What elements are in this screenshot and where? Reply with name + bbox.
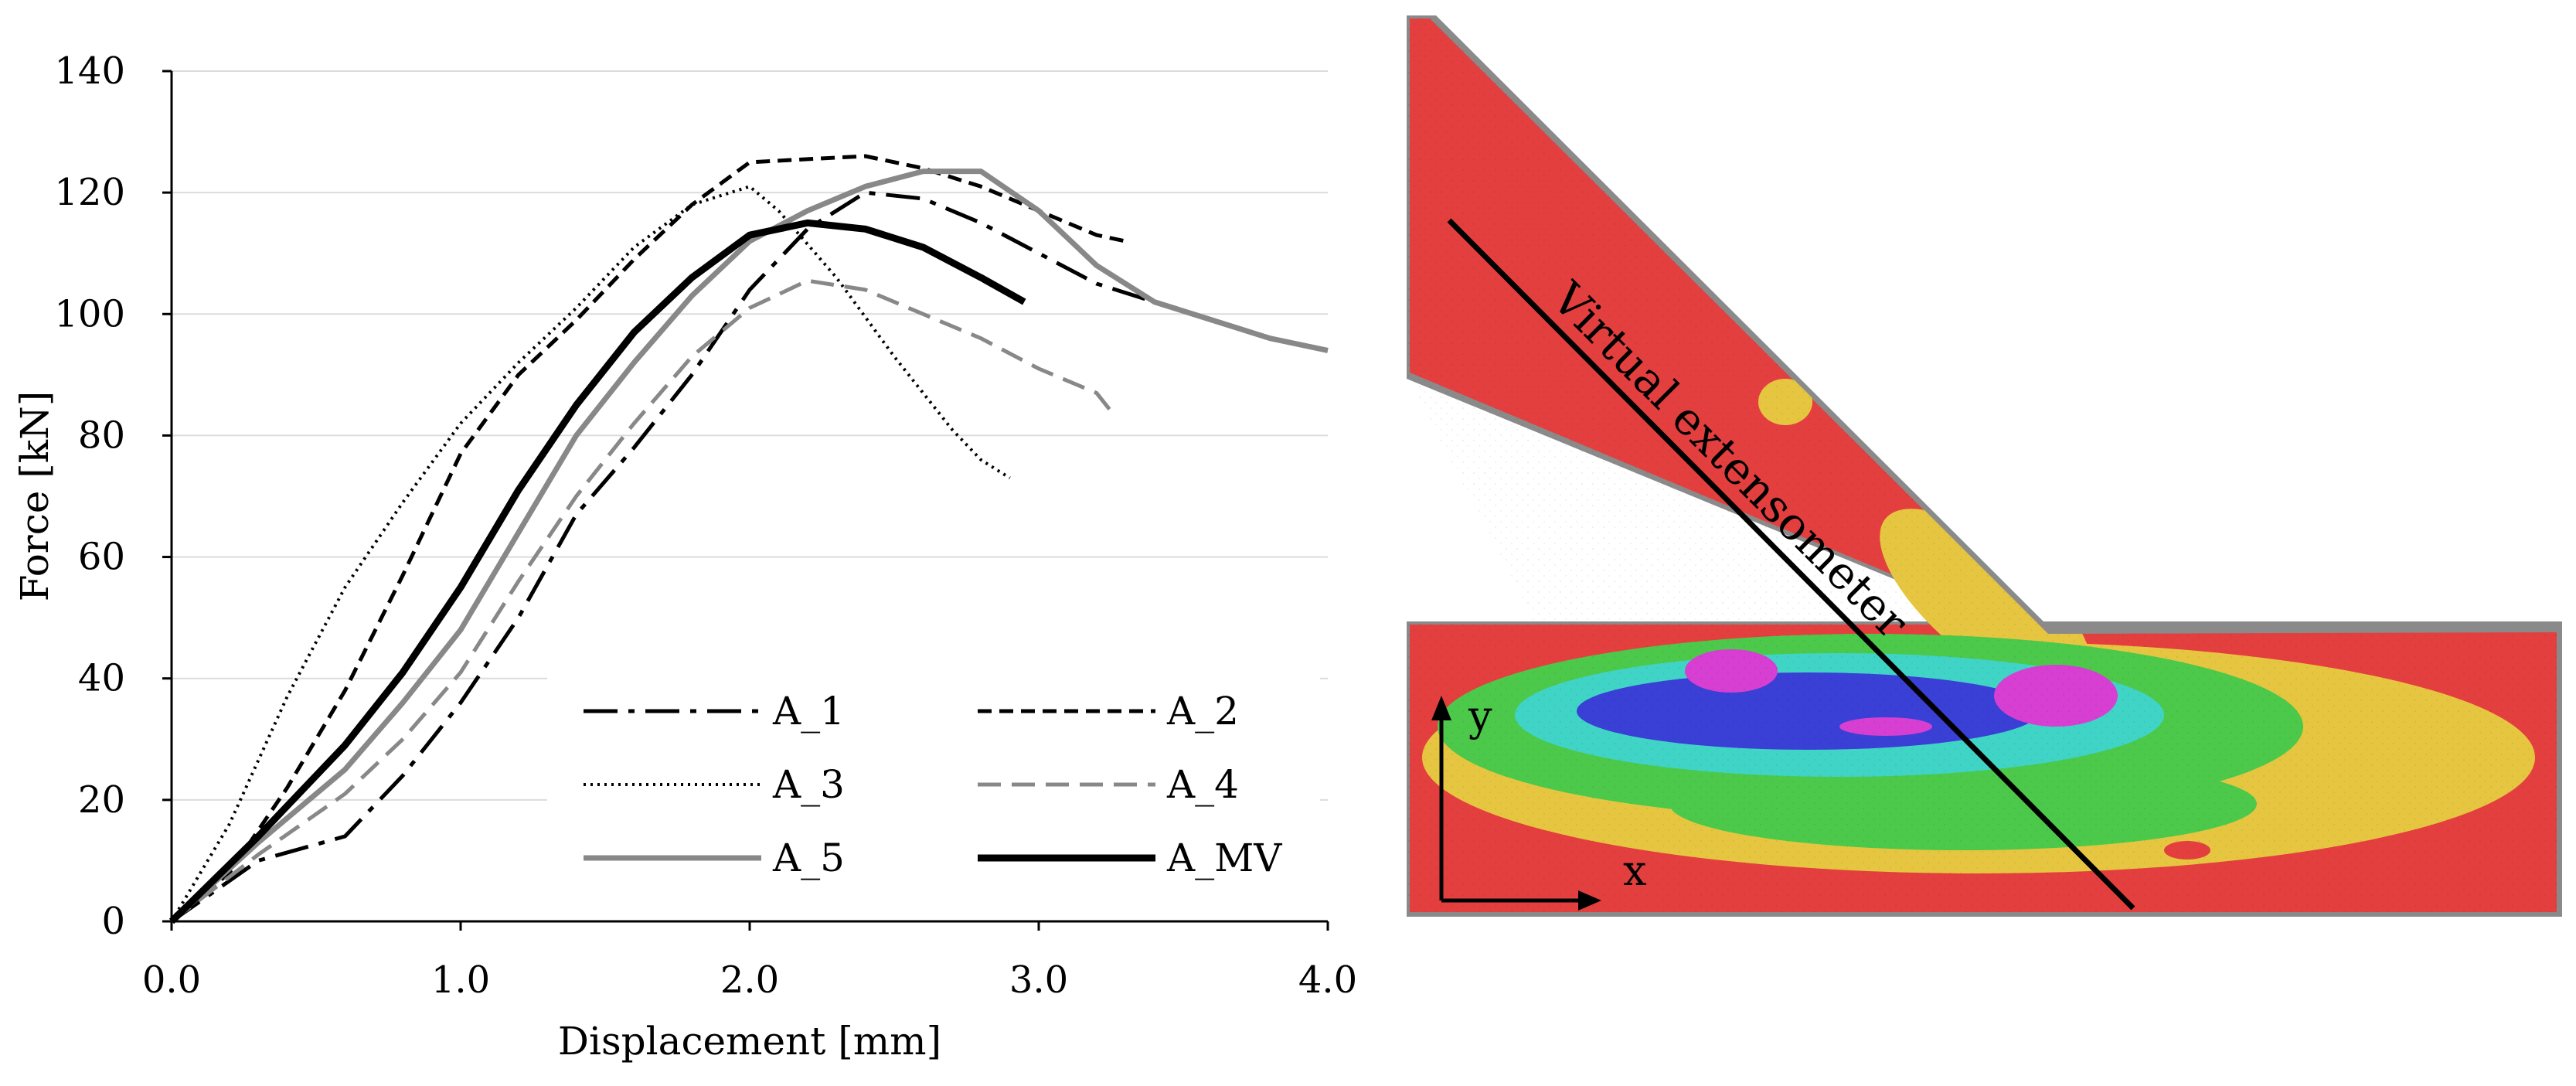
legend-label: A_1: [772, 689, 845, 734]
y-tick-label: 0: [101, 900, 125, 943]
x-tick-label: 3.0: [1009, 958, 1068, 1002]
series-lines: [168, 154, 1329, 924]
legend-label: A_MV: [1166, 836, 1282, 880]
y-tick-label: 100: [54, 292, 125, 335]
y-tick-label: 60: [78, 536, 125, 579]
tick-marks: [162, 70, 1329, 931]
y-tick-label: 140: [54, 49, 125, 93]
y-tick-label: 40: [78, 657, 125, 700]
strain-field: [1407, 15, 2558, 916]
virtual-extensometer-line: [1447, 218, 2135, 911]
legend-label: A_3: [772, 762, 845, 807]
x-tick-label: 0.0: [142, 958, 201, 1002]
x-tick-label: 1.0: [431, 958, 490, 1002]
y-axis-arrowhead: [1431, 696, 1451, 720]
x-axis-arrowhead: [1578, 890, 1601, 911]
series-line-a-2: [170, 154, 1126, 923]
photo-y-label: y: [1468, 692, 1492, 740]
legend: A_1 A_2 A_3 A_4 A_5 A_MV: [584, 689, 1282, 880]
y-axis-title: Force [kN]: [12, 391, 57, 602]
x-tick-label: 2.0: [720, 958, 779, 1002]
x-tick-label: 4.0: [1298, 958, 1357, 1002]
force-displacement-chart: 0 20 40 60 80 100 120 140 0.0 1.0 2.0 3.0 4.0 Displa…: [12, 49, 1357, 1064]
y-tick-label: 20: [78, 778, 125, 822]
dic-strain-photo: Virtual extensometer y x: [1407, 15, 2562, 917]
legend-label: A_4: [1166, 762, 1239, 807]
y-tick-label: 120: [54, 171, 125, 214]
x-axis-title: Displacement [mm]: [558, 1019, 941, 1064]
speckle-texture: [1407, 15, 2558, 916]
legend-label: A_2: [1166, 689, 1239, 734]
legend-label: A_5: [772, 836, 845, 880]
series-line-a-mv: [168, 219, 1026, 924]
y-tick-label: 80: [78, 414, 125, 457]
tick-labels: 0 20 40 60 80 100 120 140 0.0 1.0 2.0 3.0 4.0: [54, 49, 1357, 1002]
photo-x-label: x: [1623, 846, 1646, 895]
series-line-a-3: [170, 185, 1011, 923]
